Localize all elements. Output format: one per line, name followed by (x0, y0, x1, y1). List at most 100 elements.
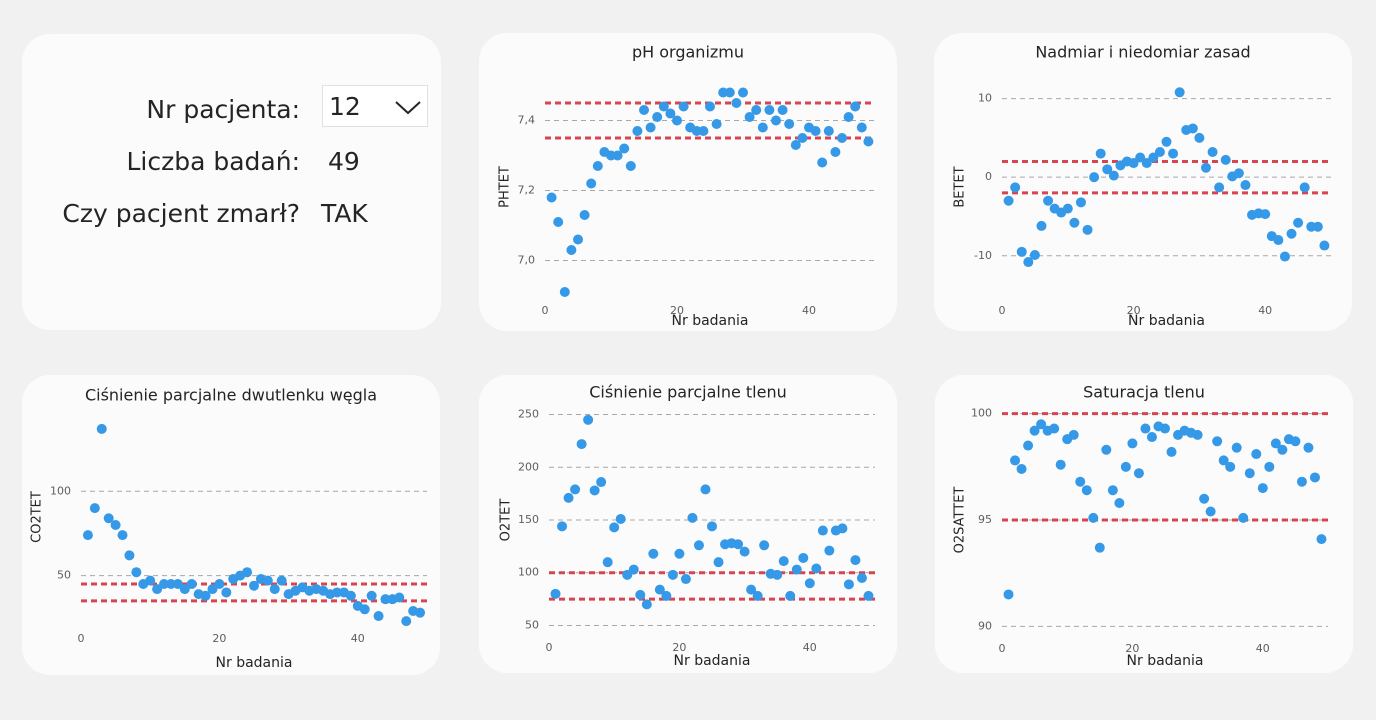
data-point (1128, 158, 1139, 169)
data-point (200, 590, 211, 601)
data-point (262, 575, 273, 586)
data-point (609, 522, 620, 533)
data-point (1238, 512, 1249, 523)
data-point (1088, 512, 1099, 523)
y-tick-label: 100 (971, 407, 992, 420)
data-point (1120, 461, 1131, 472)
y-tick-label: 150 (518, 513, 539, 526)
data-point (667, 569, 678, 580)
data-point (596, 477, 607, 488)
data-point (1174, 87, 1185, 98)
patient-number-label: Nr pacjenta: (146, 95, 300, 124)
x-tick-label: 0 (542, 304, 549, 317)
data-point (639, 105, 649, 115)
data-point (159, 579, 170, 590)
data-point (1277, 444, 1288, 455)
y-tick-label: 10 (978, 92, 992, 105)
data-point (619, 143, 630, 154)
data-point (824, 545, 835, 556)
y-tick-label: 0 (985, 170, 992, 183)
data-point (778, 556, 789, 567)
data-point (1023, 440, 1034, 451)
data-point (739, 546, 750, 557)
data-point (1062, 203, 1073, 214)
data-point (145, 575, 156, 586)
data-point (553, 217, 564, 227)
patient-number-row: Nr pacjenta: 12 Liczba badań: 49 Czy pac… (22, 34, 441, 330)
y-tick-label: 100 (50, 484, 71, 497)
y-tick-label: 90 (978, 619, 992, 632)
data-point (1135, 152, 1146, 163)
o2-chart: Ciśnienie parcjalne tlenu 50 100 150 200 250 0… (499, 383, 875, 669)
data-point (661, 590, 672, 601)
data-point (713, 557, 724, 568)
co2-chart: Ciśnienie parcjalne dwutlenku węgla 50 100… (30, 386, 427, 671)
data-point (380, 594, 391, 605)
data-point (550, 588, 561, 599)
data-point (641, 599, 652, 610)
data-point (790, 140, 801, 150)
data-point (744, 112, 755, 122)
data-point (837, 133, 847, 143)
data-point (563, 492, 574, 503)
be-chart-card: Nadmiar i niedomiar zasad -10 0 10 0 20 40 Nr b… (934, 33, 1352, 331)
data-point (680, 574, 691, 585)
data-point (179, 584, 190, 595)
data-point (1016, 246, 1027, 257)
x-tick-label: 40 (1258, 304, 1272, 317)
data-point (373, 611, 384, 622)
data-point (1166, 446, 1177, 457)
data-point (1231, 442, 1242, 453)
data-point (1240, 180, 1251, 191)
data-point (843, 579, 854, 590)
data-point (837, 523, 848, 534)
data-point (731, 98, 742, 108)
data-point (738, 87, 748, 98)
data-point (89, 503, 100, 514)
data-point (1075, 476, 1086, 487)
data-point (1192, 429, 1203, 440)
data-point (652, 112, 663, 122)
data-point (798, 552, 809, 563)
data-point (1154, 147, 1165, 158)
data-point (804, 578, 815, 589)
data-point (221, 587, 232, 598)
data-point (1146, 432, 1157, 443)
data-point (103, 513, 114, 524)
data-point (612, 150, 623, 161)
data-point (1036, 419, 1047, 430)
data-point (1309, 472, 1320, 483)
data-point (811, 563, 822, 574)
chevron-down-icon[interactable] (393, 95, 423, 119)
data-point (1194, 132, 1205, 143)
co2-chart-card: Ciśnienie parcjalne dwutlenku węgla 50 100… (22, 375, 440, 675)
data-point (1187, 123, 1198, 134)
data-point (1160, 423, 1170, 434)
data-point (707, 521, 717, 532)
patient-number-select[interactable]: 12 (322, 85, 428, 127)
data-point (1214, 182, 1225, 193)
data-point (1036, 220, 1047, 231)
data-point (589, 485, 600, 496)
data-point (269, 584, 280, 595)
data-point (700, 484, 711, 495)
data-point (276, 575, 287, 586)
x-axis-label: Nr badania (674, 653, 751, 669)
data-point (1075, 197, 1086, 208)
chart-title: Nadmiar i niedomiar zasad (1035, 43, 1250, 62)
data-point (1251, 449, 1262, 460)
data-point (1029, 425, 1040, 436)
data-point (1003, 589, 1014, 600)
data-point (214, 579, 225, 590)
data-point (576, 439, 587, 450)
data-point (1233, 168, 1244, 179)
data-point (566, 245, 577, 255)
data-point (559, 287, 570, 297)
data-point (583, 414, 594, 425)
data-point (570, 484, 581, 495)
y-tick-label: 50 (525, 618, 539, 631)
data-point (242, 567, 253, 578)
data-point (1312, 221, 1323, 232)
data-point (648, 548, 659, 559)
data-point (625, 161, 636, 171)
